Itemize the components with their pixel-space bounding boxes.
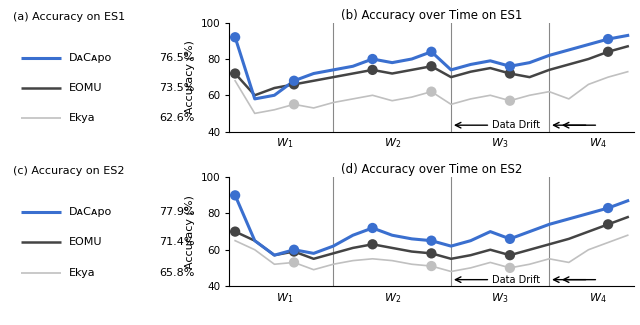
Point	[505, 71, 515, 76]
Point	[505, 98, 515, 103]
Text: 77.9%: 77.9%	[159, 207, 195, 217]
Point	[230, 35, 240, 40]
Point	[505, 64, 515, 69]
Point	[426, 264, 436, 269]
Point	[289, 78, 299, 84]
Point	[289, 260, 299, 265]
Title: (d) Accuracy over Time on ES2: (d) Accuracy over Time on ES2	[340, 163, 522, 176]
Point	[289, 247, 299, 252]
Point	[603, 36, 613, 42]
Text: (a) Accuracy on ES1: (a) Accuracy on ES1	[13, 12, 125, 22]
Point	[603, 222, 613, 227]
Y-axis label: Accuracy (%): Accuracy (%)	[185, 195, 195, 268]
Point	[426, 49, 436, 54]
Point	[603, 49, 613, 54]
Point	[367, 242, 378, 247]
Point	[505, 265, 515, 270]
Text: DᴀCᴀpo: DᴀCᴀpo	[68, 53, 112, 62]
Point	[230, 71, 240, 76]
Y-axis label: Accuracy (%): Accuracy (%)	[185, 40, 195, 114]
Title: (b) Accuracy over Time on ES1: (b) Accuracy over Time on ES1	[340, 8, 522, 21]
Text: 62.6%: 62.6%	[159, 113, 195, 124]
Text: Ekya: Ekya	[68, 268, 95, 278]
Text: 76.5%: 76.5%	[159, 53, 195, 62]
Text: Data Drift: Data Drift	[492, 275, 540, 285]
Point	[426, 89, 436, 94]
Point	[426, 238, 436, 243]
Point	[289, 102, 299, 107]
Point	[426, 64, 436, 69]
Point	[289, 249, 299, 254]
Point	[230, 193, 240, 198]
Point	[367, 57, 378, 62]
Text: EOMU: EOMU	[68, 238, 102, 248]
Text: 71.4%: 71.4%	[159, 238, 195, 248]
Text: 65.8%: 65.8%	[159, 268, 195, 278]
Point	[603, 205, 613, 211]
Point	[289, 82, 299, 87]
Point	[230, 229, 240, 234]
Text: EOMU: EOMU	[68, 83, 102, 93]
Point	[367, 225, 378, 230]
Point	[367, 67, 378, 72]
Point	[505, 253, 515, 258]
Point	[426, 251, 436, 256]
Text: Ekya: Ekya	[68, 113, 95, 124]
Point	[505, 236, 515, 241]
Text: (c) Accuracy on ES2: (c) Accuracy on ES2	[13, 166, 124, 176]
Text: Data Drift: Data Drift	[492, 120, 540, 130]
Text: 73.5%: 73.5%	[159, 83, 195, 93]
Text: DᴀCᴀpo: DᴀCᴀpo	[68, 207, 112, 217]
